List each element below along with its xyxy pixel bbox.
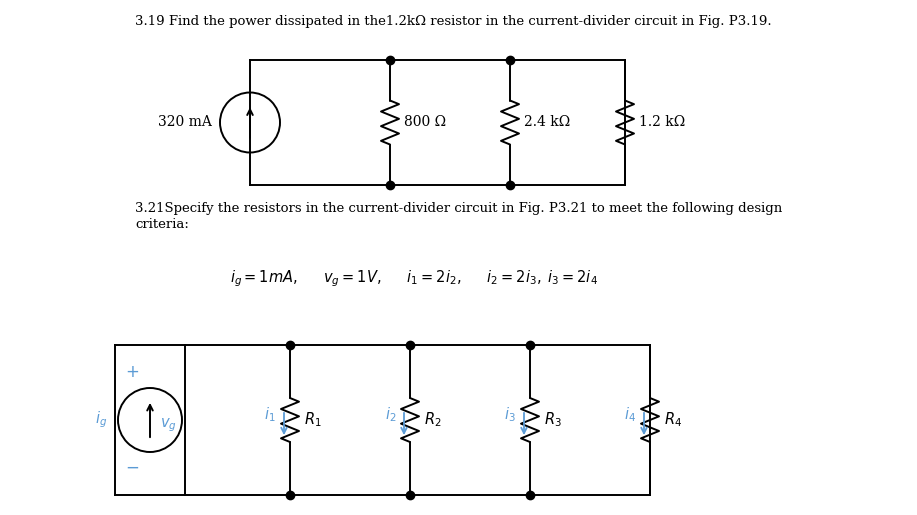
- Text: $R_3$: $R_3$: [544, 410, 562, 430]
- Text: 3.19 Find the power dissipated in the1.2kΩ resistor in the current-divider circu: 3.19 Find the power dissipated in the1.2…: [135, 15, 771, 28]
- Text: $i_4$: $i_4$: [624, 406, 636, 424]
- Text: $v_g$: $v_g$: [160, 416, 177, 434]
- Text: criteria:: criteria:: [135, 218, 189, 231]
- Text: 800 Ω: 800 Ω: [404, 115, 447, 129]
- Text: 320 mA: 320 mA: [158, 115, 212, 129]
- Text: $R_1$: $R_1$: [304, 410, 322, 430]
- Text: 2.4 kΩ: 2.4 kΩ: [524, 115, 570, 129]
- Text: $i_g$: $i_g$: [94, 410, 107, 431]
- Text: $i_2$: $i_2$: [384, 406, 396, 424]
- Text: 1.2 kΩ: 1.2 kΩ: [639, 115, 685, 129]
- Text: +: +: [125, 363, 138, 381]
- Text: $R_4$: $R_4$: [664, 410, 682, 430]
- Text: 3.21Specify the resistors in the current-divider circuit in Fig. P3.21 to meet t: 3.21Specify the resistors in the current…: [135, 202, 782, 215]
- Text: $i_1$: $i_1$: [264, 406, 276, 424]
- Text: $i_3$: $i_3$: [504, 406, 516, 424]
- Text: $i_g = 1mA,$     $v_g = 1V,$     $i_1 = 2i_2,$     $i_2 = 2i_3,\; i_3 = 2i_4$: $i_g = 1mA,$ $v_g = 1V,$ $i_1 = 2i_2,$ $…: [230, 268, 598, 288]
- Text: −: −: [125, 459, 138, 477]
- Text: $R_2$: $R_2$: [424, 410, 442, 430]
